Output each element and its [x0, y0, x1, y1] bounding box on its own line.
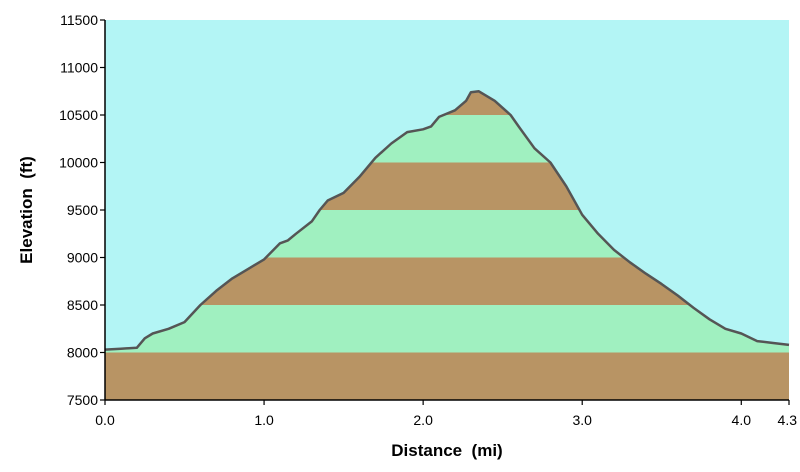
y-tick-label: 11500: [60, 12, 98, 28]
x-tick-label: 1.0: [254, 412, 274, 428]
y-tick-label: 10500: [59, 107, 98, 123]
y-tick-label: 9500: [67, 202, 98, 218]
x-tick-label: 0.0: [95, 412, 115, 428]
y-tick-label: 11000: [60, 60, 98, 76]
y-tick-label: 8500: [67, 297, 98, 313]
y-tick-label: 7500: [67, 392, 98, 408]
x-tick-label: 4.0: [732, 412, 752, 428]
axes: [100, 19, 790, 405]
elevation-profile-line: [104, 90, 790, 351]
x-axis-title: Distance (mi): [391, 441, 502, 460]
y-tick-label: 9000: [67, 250, 98, 266]
y-axis-title: Elevation (ft): [17, 156, 36, 264]
x-tick-label: 2.0: [413, 412, 433, 428]
x-tick-label: 3.0: [572, 412, 592, 428]
x-tick-label: 4.3: [778, 412, 798, 428]
elevation-band: [105, 352, 789, 400]
elevation-band: [105, 305, 789, 353]
y-tick-label: 8000: [67, 345, 98, 361]
tick-labels: 7500 8000 8500 9000 9500 10000 10500 11000 11500…: [59, 12, 797, 428]
y-tick-label: 10000: [59, 155, 98, 171]
